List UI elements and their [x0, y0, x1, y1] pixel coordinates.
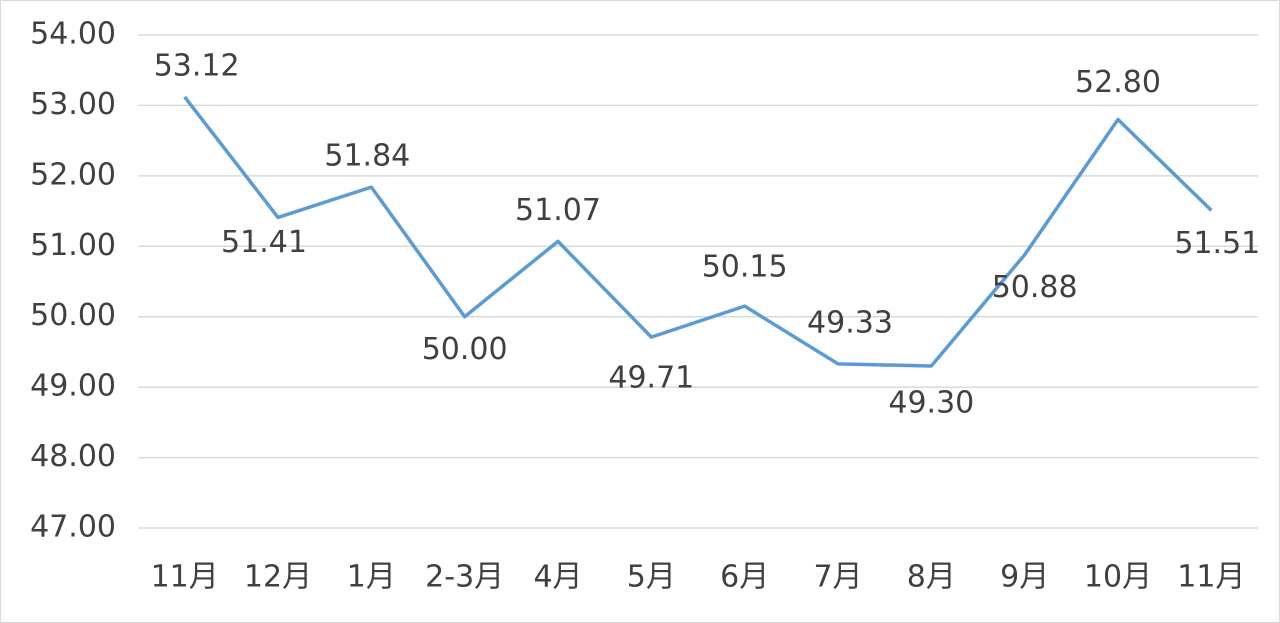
data-label: 51.84 — [324, 139, 410, 174]
x-tick-label: 6月 — [720, 560, 769, 595]
data-label: 50.00 — [422, 332, 508, 367]
x-tick-label: 11月 — [151, 560, 219, 595]
data-label: 49.30 — [888, 386, 974, 421]
data-label: 49.33 — [807, 305, 893, 340]
data-label: 51.41 — [221, 225, 307, 260]
y-tick-label: 53.00 — [30, 87, 116, 122]
x-tick-label: 10月 — [1084, 560, 1152, 595]
data-label: 51.51 — [1174, 226, 1260, 261]
x-tick-label: 1月 — [347, 560, 396, 595]
x-tick-label: 4月 — [533, 560, 582, 595]
data-label: 52.80 — [1075, 65, 1161, 100]
x-tick-label: 12月 — [244, 560, 312, 595]
data-label: 50.15 — [702, 250, 788, 285]
data-label: 53.12 — [154, 48, 240, 83]
y-tick-label: 54.00 — [30, 17, 116, 52]
x-tick-label: 7月 — [813, 560, 862, 595]
y-tick-label: 47.00 — [30, 510, 116, 545]
x-tick-label: 11月 — [1177, 560, 1245, 595]
x-tick-label: 9月 — [1000, 560, 1049, 595]
y-tick-label: 50.00 — [30, 298, 116, 333]
y-tick-label: 52.00 — [30, 157, 116, 192]
data-label: 51.07 — [515, 193, 601, 228]
y-tick-label: 48.00 — [30, 439, 116, 474]
data-label: 49.71 — [608, 361, 694, 396]
y-tick-label: 49.00 — [30, 369, 116, 404]
data-line — [183, 95, 1213, 368]
x-tick-label: 8月 — [907, 560, 956, 595]
x-tick-label: 2-3月 — [425, 560, 504, 595]
x-tick-label: 5月 — [627, 560, 676, 595]
data-label: 50.88 — [992, 270, 1078, 305]
y-tick-label: 51.00 — [30, 228, 116, 263]
